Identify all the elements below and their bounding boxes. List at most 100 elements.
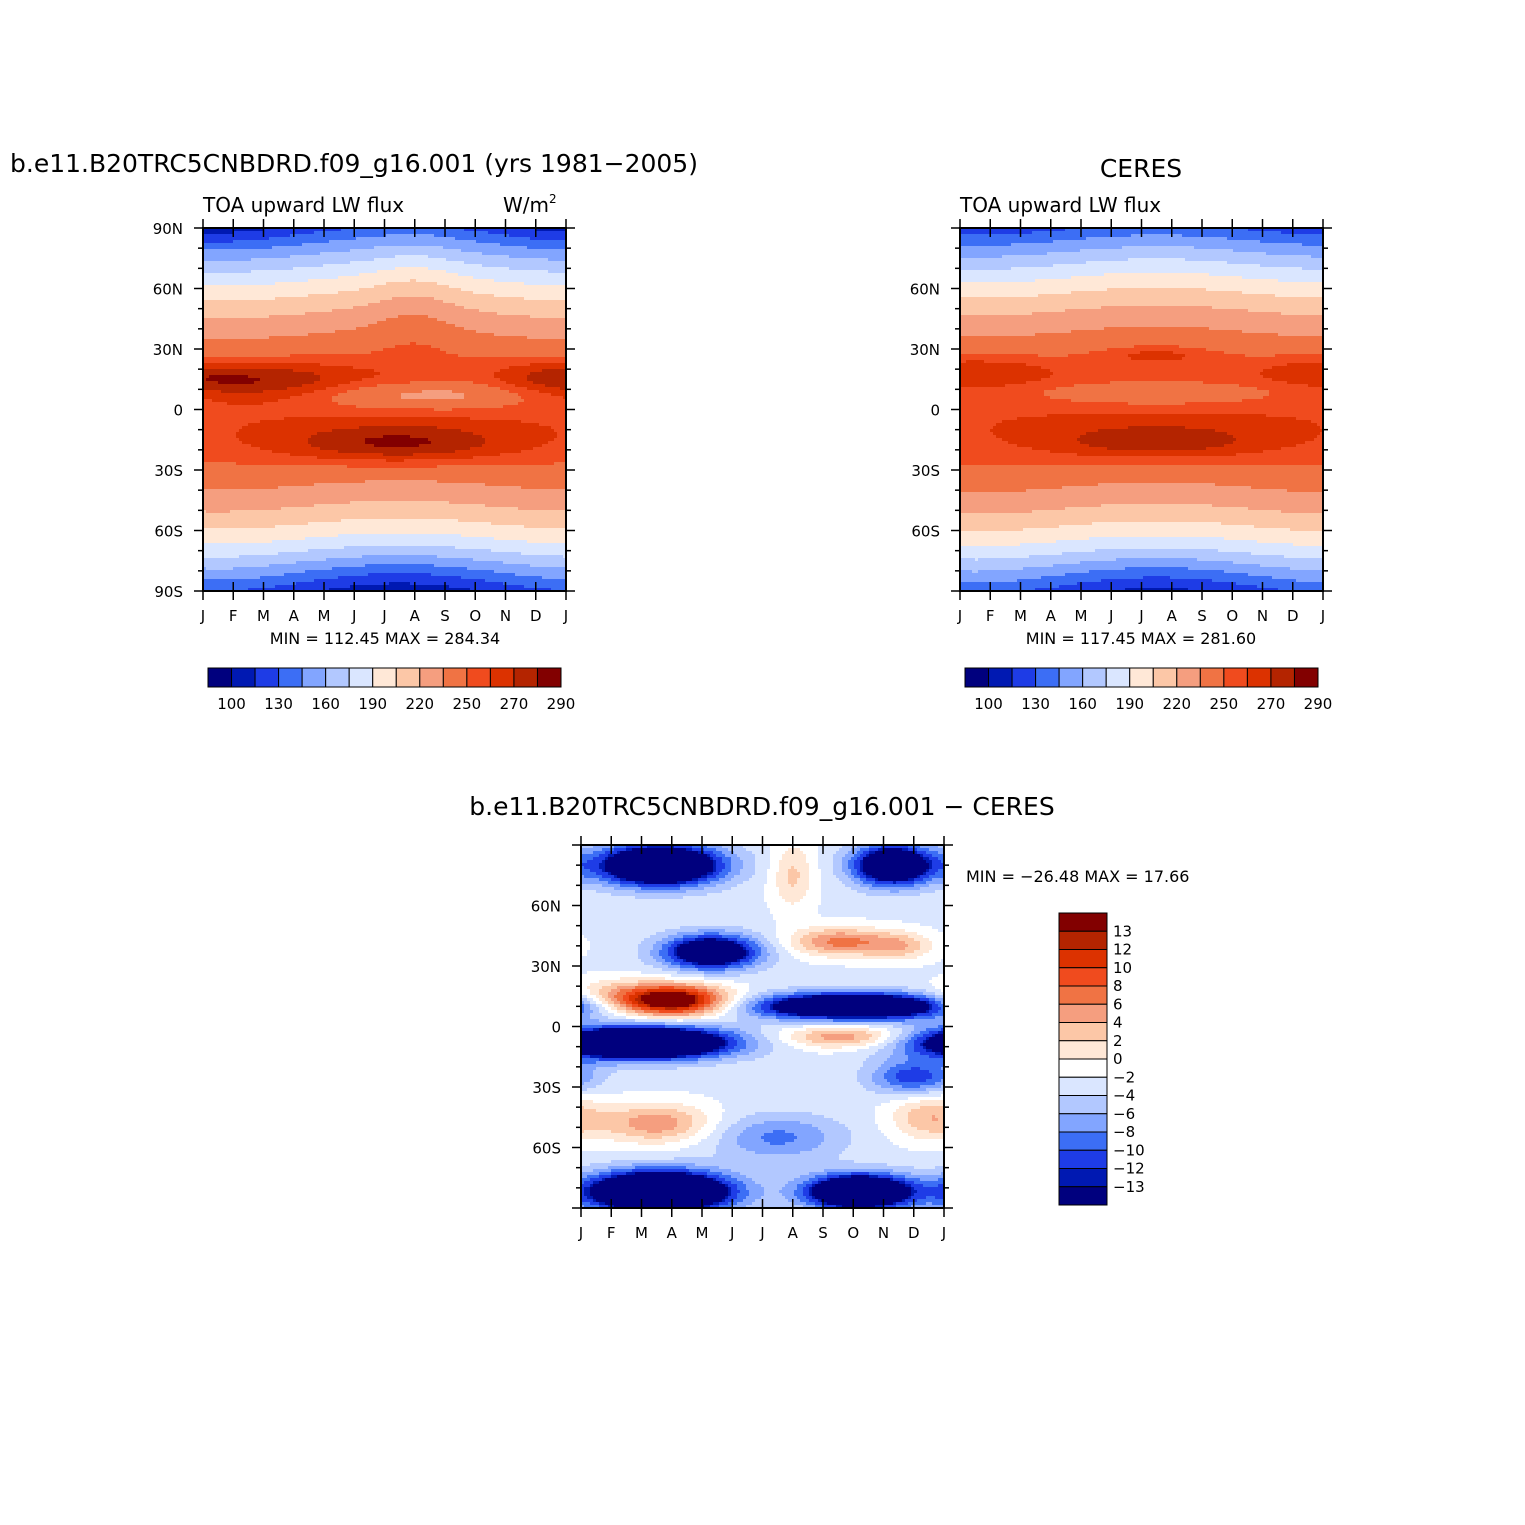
contour-cell (365, 249, 369, 253)
contour-cell (347, 249, 351, 253)
contour-cell (293, 231, 297, 235)
contour-cell (203, 270, 207, 274)
contour-cell (485, 234, 489, 238)
contour-cell (329, 273, 333, 277)
contour-cell (245, 270, 249, 274)
contour-cell (500, 255, 504, 259)
contour-cell (215, 273, 219, 277)
contour-cell (419, 243, 423, 247)
contour-cell (470, 252, 474, 256)
contour-cell (452, 267, 456, 271)
contour-cell (242, 246, 246, 250)
contour-cell (416, 249, 420, 253)
contour-cell (515, 237, 519, 241)
contour-cell (377, 237, 381, 241)
contour-cell (416, 258, 420, 262)
contour-cell (218, 261, 222, 265)
contour-cell (473, 240, 477, 244)
contour-cell (308, 261, 312, 265)
contour-cell (239, 243, 243, 247)
contour-cell (527, 231, 531, 235)
contour-cell (560, 270, 564, 274)
contour-cell (434, 231, 438, 235)
contour-cell (557, 252, 561, 256)
contour-cell (368, 243, 372, 247)
contour-cell (518, 234, 522, 238)
contour-cell (251, 237, 255, 241)
contour-cell (374, 249, 378, 253)
contour-cell (437, 270, 441, 274)
contour-cell (563, 261, 566, 265)
contour-cell (473, 264, 477, 268)
contour-cell (539, 249, 543, 253)
contour-cell (488, 234, 492, 238)
contour-cell (359, 252, 363, 256)
contour-cell (290, 231, 294, 235)
contour-cell (470, 255, 474, 259)
contour-cell (425, 255, 429, 259)
contour-cell (233, 234, 237, 238)
contour-cell (293, 273, 297, 277)
contour-cell (386, 243, 390, 247)
contour-cell (515, 231, 519, 235)
contour-cell (365, 234, 369, 238)
contour-cell (512, 249, 516, 253)
contour-cell (554, 249, 558, 253)
contour-cell (536, 231, 540, 235)
contour-cell (416, 267, 420, 271)
contour-cell (386, 231, 390, 235)
contour-cell (551, 234, 555, 238)
contour-cell (389, 237, 393, 241)
contour-cell (284, 267, 288, 271)
contour-cell (377, 249, 381, 253)
contour-cell (359, 240, 363, 244)
contour-cell (485, 258, 489, 262)
contour-cell (386, 258, 390, 262)
contour-cell (551, 237, 555, 241)
contour-cell (335, 231, 339, 235)
contour-cell (383, 240, 387, 244)
contour-cell (236, 276, 240, 280)
contour-cell (242, 243, 246, 247)
contour-cell (482, 273, 486, 277)
contour-cell (482, 234, 486, 238)
contour-cell (302, 264, 306, 268)
contour-cell (236, 270, 240, 274)
contour-cell (464, 249, 468, 253)
contour-cell (305, 240, 309, 244)
contour-cell (371, 240, 375, 244)
contour-cell (407, 237, 411, 241)
contour-cell (491, 258, 495, 262)
contour-cell (548, 237, 552, 241)
contour-cell (263, 273, 267, 277)
contour-cell (455, 237, 459, 241)
contour-cell (464, 267, 468, 271)
contour-cell (383, 264, 387, 268)
contour-cell (230, 276, 234, 280)
contour-cell (560, 267, 564, 271)
contour-cell (542, 261, 546, 265)
contour-cell (458, 240, 462, 244)
contour-cell (248, 258, 252, 262)
contour-cell (461, 273, 465, 277)
contour-cell (239, 261, 243, 265)
contour-cell (395, 246, 399, 250)
contour-cell (446, 237, 450, 241)
contour-cell (323, 240, 327, 244)
contour-cell (227, 246, 231, 250)
contour-cell (398, 234, 402, 238)
contour-cell (464, 231, 468, 235)
contour-cell (260, 231, 264, 235)
contour-cell (272, 255, 276, 259)
contour-cell (221, 258, 225, 262)
contour-cell (218, 273, 222, 277)
contour-cell (431, 234, 435, 238)
contour-cell (521, 255, 525, 259)
contour-cell (524, 237, 528, 241)
contour-cell (398, 240, 402, 244)
contour-cell (479, 264, 483, 268)
contour-cell (530, 243, 534, 247)
contour-cell (302, 240, 306, 244)
contour-cell (455, 249, 459, 253)
contour-cell (467, 231, 471, 235)
